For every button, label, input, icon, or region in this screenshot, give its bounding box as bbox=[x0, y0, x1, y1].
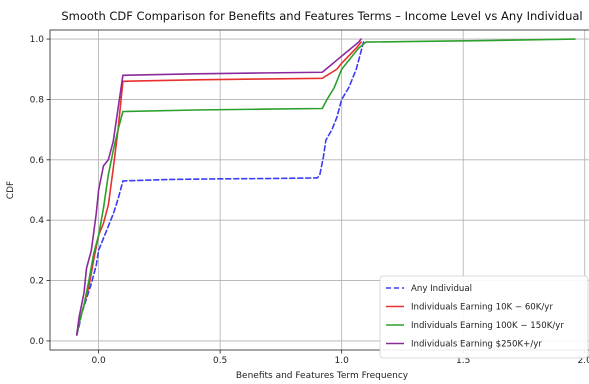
y-tick-label: 0.0 bbox=[30, 337, 45, 347]
y-tick-label: 0.2 bbox=[30, 277, 44, 287]
series-line-individuals-earning-250k-yr bbox=[75, 38, 362, 336]
y-axis-label: CDF bbox=[6, 181, 16, 199]
series-line-individuals-earning-100k-150k-yr bbox=[75, 38, 576, 336]
series-layer bbox=[75, 38, 576, 336]
series-line-any-individual bbox=[75, 41, 365, 336]
x-tick-label: 1.5 bbox=[456, 356, 470, 366]
series-line-individuals-earning-10k-60k-yr bbox=[75, 41, 362, 336]
legend-box bbox=[379, 275, 589, 359]
x-tick-label: 0.0 bbox=[91, 356, 106, 366]
grid-lines bbox=[50, 30, 589, 350]
plot-frame bbox=[49, 29, 589, 351]
legend: Any Individual Individuals Earning 10K − … bbox=[379, 275, 589, 359]
legend-label: Any Individual bbox=[411, 284, 472, 294]
x-axis-label: Benefits and Features Term Frequency bbox=[236, 371, 409, 381]
legend-label: Individuals Earning 10K − 60K/yr bbox=[411, 303, 553, 313]
legend-label: Individuals Earning 100K − 150K/yr bbox=[411, 321, 564, 331]
x-tick-label: 1.0 bbox=[334, 356, 349, 366]
y-tick-label: 0.8 bbox=[30, 95, 45, 105]
y-tick-label: 1.0 bbox=[30, 35, 45, 45]
x-tick-label: 2.0 bbox=[578, 356, 589, 366]
legend-label: Individuals Earning $250K+/yr bbox=[411, 340, 542, 350]
y-tick-label: 0.6 bbox=[30, 156, 45, 166]
chart-title: Smooth CDF Comparison for Benefits and F… bbox=[61, 9, 582, 23]
y-tick-label: 0.4 bbox=[30, 216, 45, 226]
x-tick-label: 0.5 bbox=[213, 356, 227, 366]
y-axis-ticks: 0.0 0.2 0.4 0.6 0.8 1.0 bbox=[30, 35, 50, 347]
